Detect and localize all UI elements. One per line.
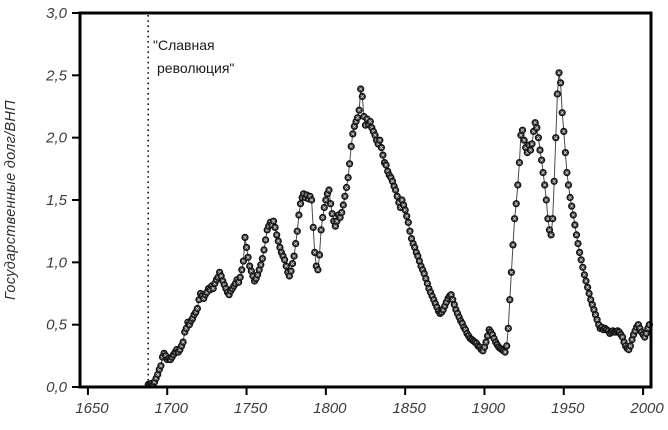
annotation-glorious-revolution-line1: "Славная — [153, 37, 215, 53]
y-axis: 0,0 0,5 1,0 1,5 2,0 2,5 3,0 — [45, 5, 79, 396]
plot-generated-layer: 1650 1700 1750 1800 1850 1900 1950 2000 0,0 0,5 1,… — [45, 5, 664, 417]
x-tick-label: 1950 — [551, 400, 585, 417]
y-tick-label: 1,5 — [46, 192, 68, 209]
x-tick-label: 1900 — [472, 400, 506, 417]
y-tick-label: 2,0 — [45, 130, 68, 147]
y-tick-label: 0,5 — [46, 317, 68, 334]
x-tick-label: 1750 — [234, 400, 268, 417]
x-tick-label: 1650 — [75, 400, 109, 417]
y-tick-label: 2,5 — [45, 67, 68, 84]
x-axis: 1650 1700 1750 1800 1850 1900 1950 2000 — [75, 388, 664, 417]
plot-frame — [78, 11, 653, 389]
x-tick-label: 1700 — [155, 400, 189, 417]
y-tick-label: 0,0 — [46, 379, 68, 396]
x-tick-label: 1850 — [392, 400, 426, 417]
series-markers — [144, 69, 654, 389]
x-tick-label: 1800 — [313, 400, 347, 417]
annotation-glorious-revolution-line2: революция" — [157, 60, 234, 76]
series-line — [148, 72, 650, 386]
x-tick-label: 2000 — [629, 400, 664, 417]
y-axis-title: Государственные долг/ВНП — [3, 100, 19, 300]
y-tick-label: 3,0 — [46, 5, 68, 22]
y-tick-label: 1,0 — [46, 254, 68, 271]
